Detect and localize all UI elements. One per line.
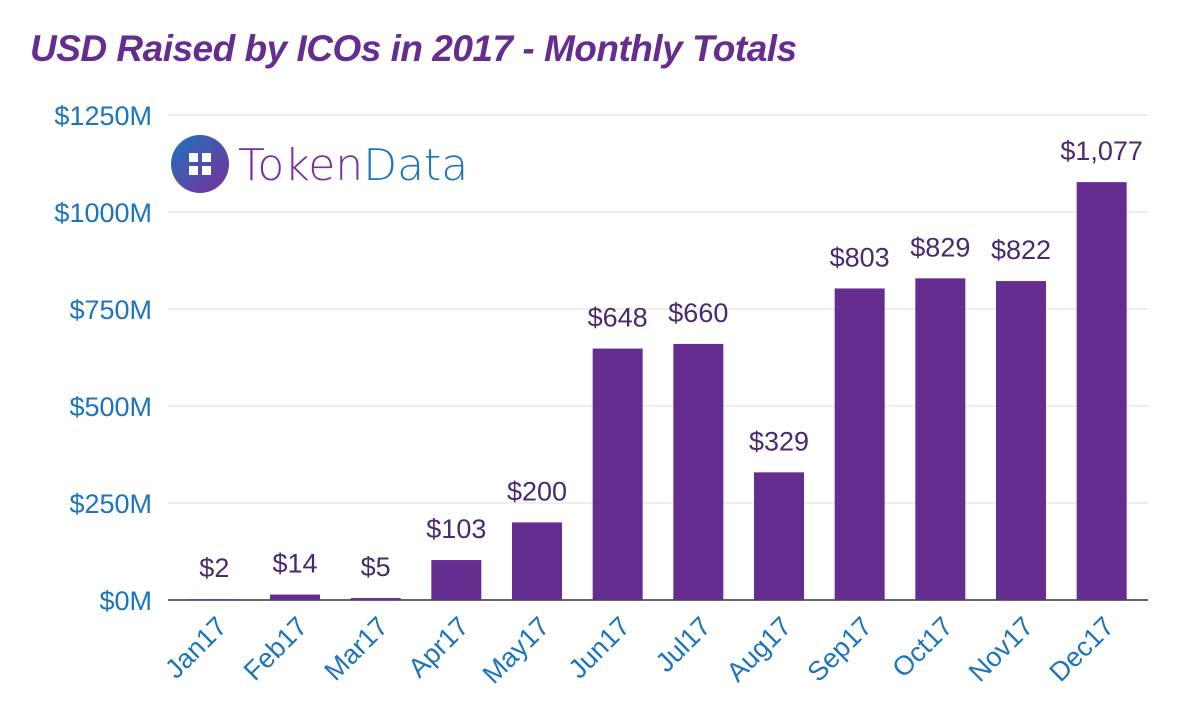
data-label: $103: [426, 514, 486, 544]
x-tick-label: Feb17: [238, 611, 313, 686]
y-tick-label: $0M: [99, 586, 152, 616]
chart-title: USD Raised by ICOs in 2017 - Monthly Tot…: [30, 28, 797, 69]
data-label: $648: [588, 303, 648, 333]
bar: [915, 278, 966, 600]
svg-text:TokenData: TokenData: [238, 140, 468, 191]
y-tick-label: $250M: [69, 489, 152, 519]
data-label: $1,077: [1060, 136, 1143, 166]
x-tick-label: Nov17: [963, 611, 1039, 687]
x-tick-label: Apr17: [402, 611, 474, 683]
bar: [592, 348, 643, 600]
x-tick-label: Sep17: [801, 611, 877, 687]
tokendata-logo: TokenData: [171, 135, 468, 193]
y-tick-label: $750M: [69, 295, 152, 325]
bar: [431, 560, 482, 600]
x-tick-label: Jan17: [159, 611, 232, 684]
x-tick-label: Oct17: [886, 611, 958, 683]
data-label: $829: [910, 232, 970, 262]
bar: [673, 343, 724, 600]
bar: [270, 594, 320, 600]
y-tick-label: $1000M: [54, 198, 152, 228]
x-tick-label: May17: [477, 611, 556, 690]
data-label: $803: [830, 242, 890, 272]
bar: [1076, 182, 1127, 600]
data-label: $329: [749, 426, 809, 456]
x-tick-label: Mar17: [319, 611, 394, 686]
bar: [512, 522, 562, 600]
data-label: $200: [507, 476, 567, 506]
data-label: $14: [272, 549, 317, 579]
bar: [189, 599, 240, 600]
data-label: $822: [991, 235, 1051, 265]
x-tick-label: Aug17: [721, 611, 797, 687]
data-label: $660: [668, 298, 728, 328]
bar: [834, 288, 885, 600]
data-label: $2: [199, 553, 229, 583]
data-label: $5: [361, 552, 391, 582]
y-tick-label: $500M: [69, 392, 152, 422]
bar: [996, 281, 1046, 600]
y-tick-label: $1250M: [54, 101, 152, 131]
bar: [350, 598, 401, 600]
x-tick-label: Jul17: [650, 611, 717, 678]
bar: [754, 472, 804, 600]
x-tick-label: Dec17: [1044, 611, 1120, 687]
x-tick-label: Jun17: [563, 611, 636, 684]
